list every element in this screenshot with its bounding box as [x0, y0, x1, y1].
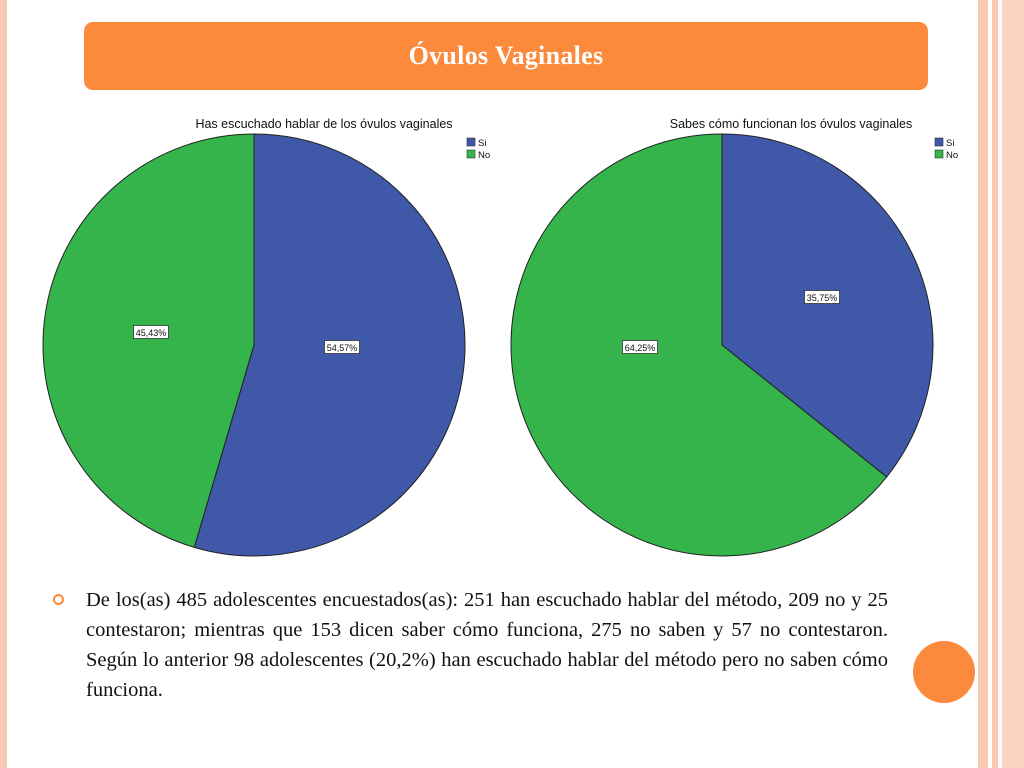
- left-frame-border: [0, 0, 7, 768]
- data-label-box: [324, 340, 360, 354]
- pie-chart-1: Has escuchado hablar de los óvulos vagin…: [42, 117, 490, 557]
- pie-slice-no: [42, 133, 255, 548]
- legend-label: Si: [946, 138, 954, 149]
- legend-swatch-si: [934, 137, 944, 147]
- body-paragraph: De los(as) 485 adolescentes encuestados(…: [86, 589, 888, 701]
- legend-swatch-si: [466, 137, 476, 147]
- legend-swatch-no: [466, 149, 476, 159]
- title-bar: Óvulos Vaginales: [84, 22, 928, 90]
- right-frame-stripe: [978, 0, 988, 768]
- data-label: 45,43%: [136, 328, 167, 338]
- pie-slice-no: [510, 133, 888, 557]
- data-label: 35,75%: [807, 293, 838, 303]
- legend-label: No: [946, 150, 958, 161]
- data-label: 64,25%: [625, 343, 656, 353]
- data-label-box: [804, 290, 840, 304]
- right-frame-stripe: [1002, 0, 1024, 768]
- slide-title: Óvulos Vaginales: [408, 41, 604, 70]
- right-frame-stripe: [992, 0, 998, 768]
- data-label: 54,57%: [327, 343, 358, 353]
- chart-title: Has escuchado hablar de los óvulos vagin…: [195, 117, 452, 131]
- legend-label: Si: [478, 138, 486, 149]
- chart-title: Sabes cómo funcionan los óvulos vaginale…: [670, 117, 913, 131]
- decorative-circle: [913, 641, 975, 703]
- data-label-box: [133, 325, 169, 339]
- data-label-box: [622, 340, 658, 354]
- pie-slice-si: [721, 133, 934, 478]
- legend-swatch-no: [934, 149, 944, 159]
- charts-area: Has escuchado hablar de los óvulos vagin…: [42, 117, 958, 557]
- legend-label: No: [478, 150, 490, 161]
- pie-chart-2: Sabes cómo funcionan los óvulos vaginale…: [510, 117, 958, 557]
- bullet-icon: [53, 594, 64, 605]
